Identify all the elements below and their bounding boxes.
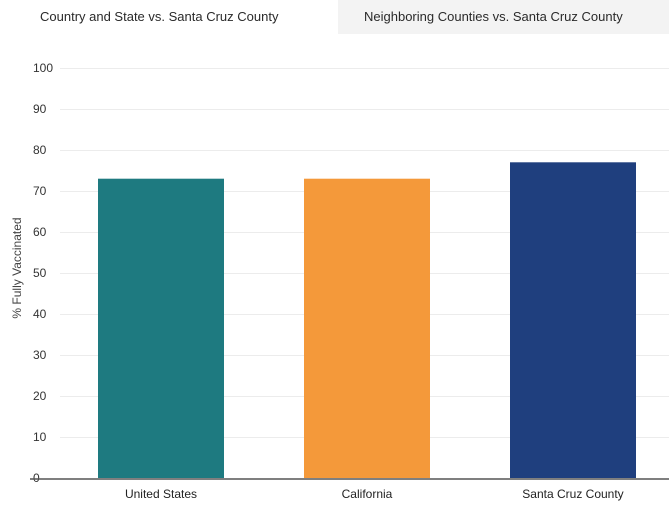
y-tick-label: 50 [33, 266, 47, 280]
y-tick-label: 60 [33, 225, 47, 239]
y-tick-label: 80 [33, 143, 47, 157]
y-tick-label: 40 [33, 307, 47, 321]
x-category-label: California [342, 487, 393, 501]
y-axis-ticks: 0 10 20 30 40 50 60 70 80 90 100 [33, 61, 53, 485]
tab-country-and-state[interactable]: Country and State vs. Santa Cruz County [40, 9, 279, 24]
y-tick-label: 10 [33, 430, 47, 444]
x-category-label: United States [125, 487, 197, 501]
bar-santa-cruz-county[interactable] [510, 162, 636, 479]
tab-neighboring-counties[interactable]: Neighboring Counties vs. Santa Cruz Coun… [338, 0, 669, 34]
x-category-label: Santa Cruz County [522, 487, 623, 501]
y-tick-label: 0 [33, 471, 40, 485]
bar-california[interactable] [304, 178, 430, 478]
chart-tab-bar: Country and State vs. Santa Cruz County … [0, 0, 669, 38]
x-axis-categories: United States California Santa Cruz County [125, 487, 624, 501]
y-tick-label: 70 [33, 184, 47, 198]
y-tick-label: 30 [33, 348, 47, 362]
y-axis-label: % Fully Vaccinated [10, 217, 24, 318]
y-tick-label: 90 [33, 102, 47, 116]
bars [98, 162, 636, 479]
y-tick-label: 100 [33, 61, 53, 75]
bar-united-states[interactable] [98, 178, 224, 478]
y-tick-label: 20 [33, 389, 47, 403]
